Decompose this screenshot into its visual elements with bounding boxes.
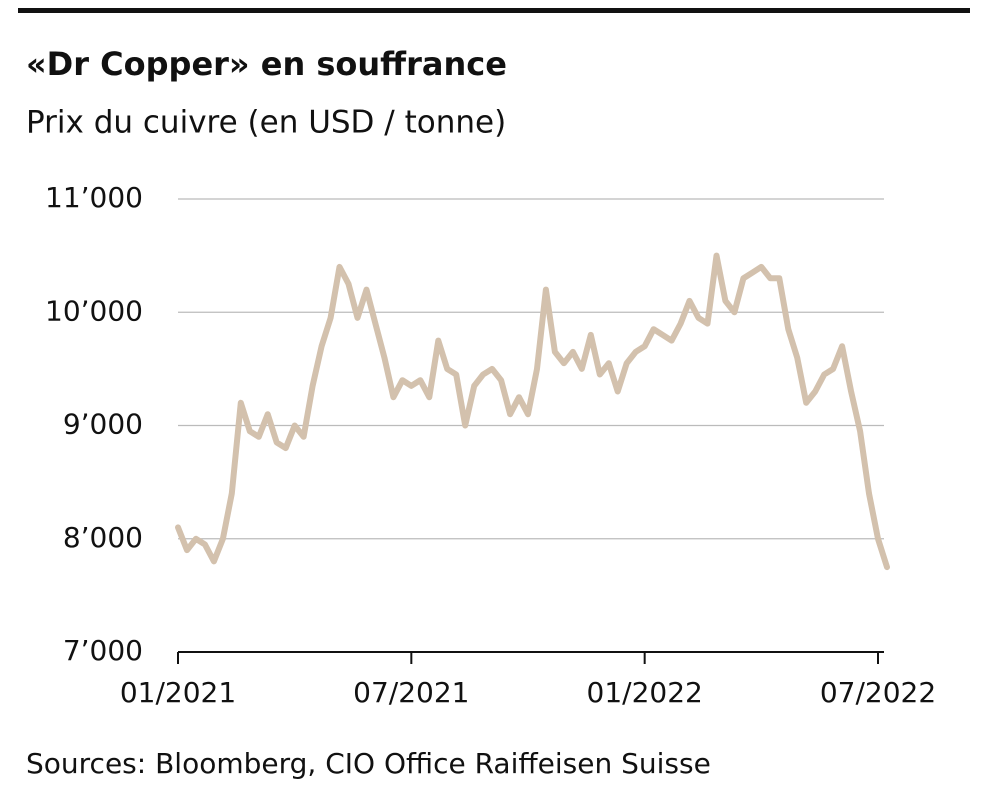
x-tick-label: 01/2021	[120, 676, 236, 709]
chart-subtitle: Prix du cuivre (en USD / tonne)	[26, 105, 506, 141]
y-tick-label: 8’000	[63, 521, 143, 554]
price-line	[175, 252, 890, 571]
y-tick-label: 11’000	[45, 181, 143, 214]
x-tick-label: 01/2022	[587, 676, 703, 709]
top-rule	[18, 8, 970, 13]
source: Sources: Bloomberg, CIO Office Raiffeise…	[26, 747, 711, 780]
y-tick-label: 9’000	[63, 408, 143, 441]
chart-title: «Dr Copper» en souffrance	[26, 45, 507, 83]
y-tick-label: 7’000	[63, 634, 143, 667]
x-tick-label: 07/2022	[820, 676, 936, 709]
x-tick-label: 07/2021	[353, 676, 469, 709]
y-tick-label: 10’000	[45, 294, 143, 327]
